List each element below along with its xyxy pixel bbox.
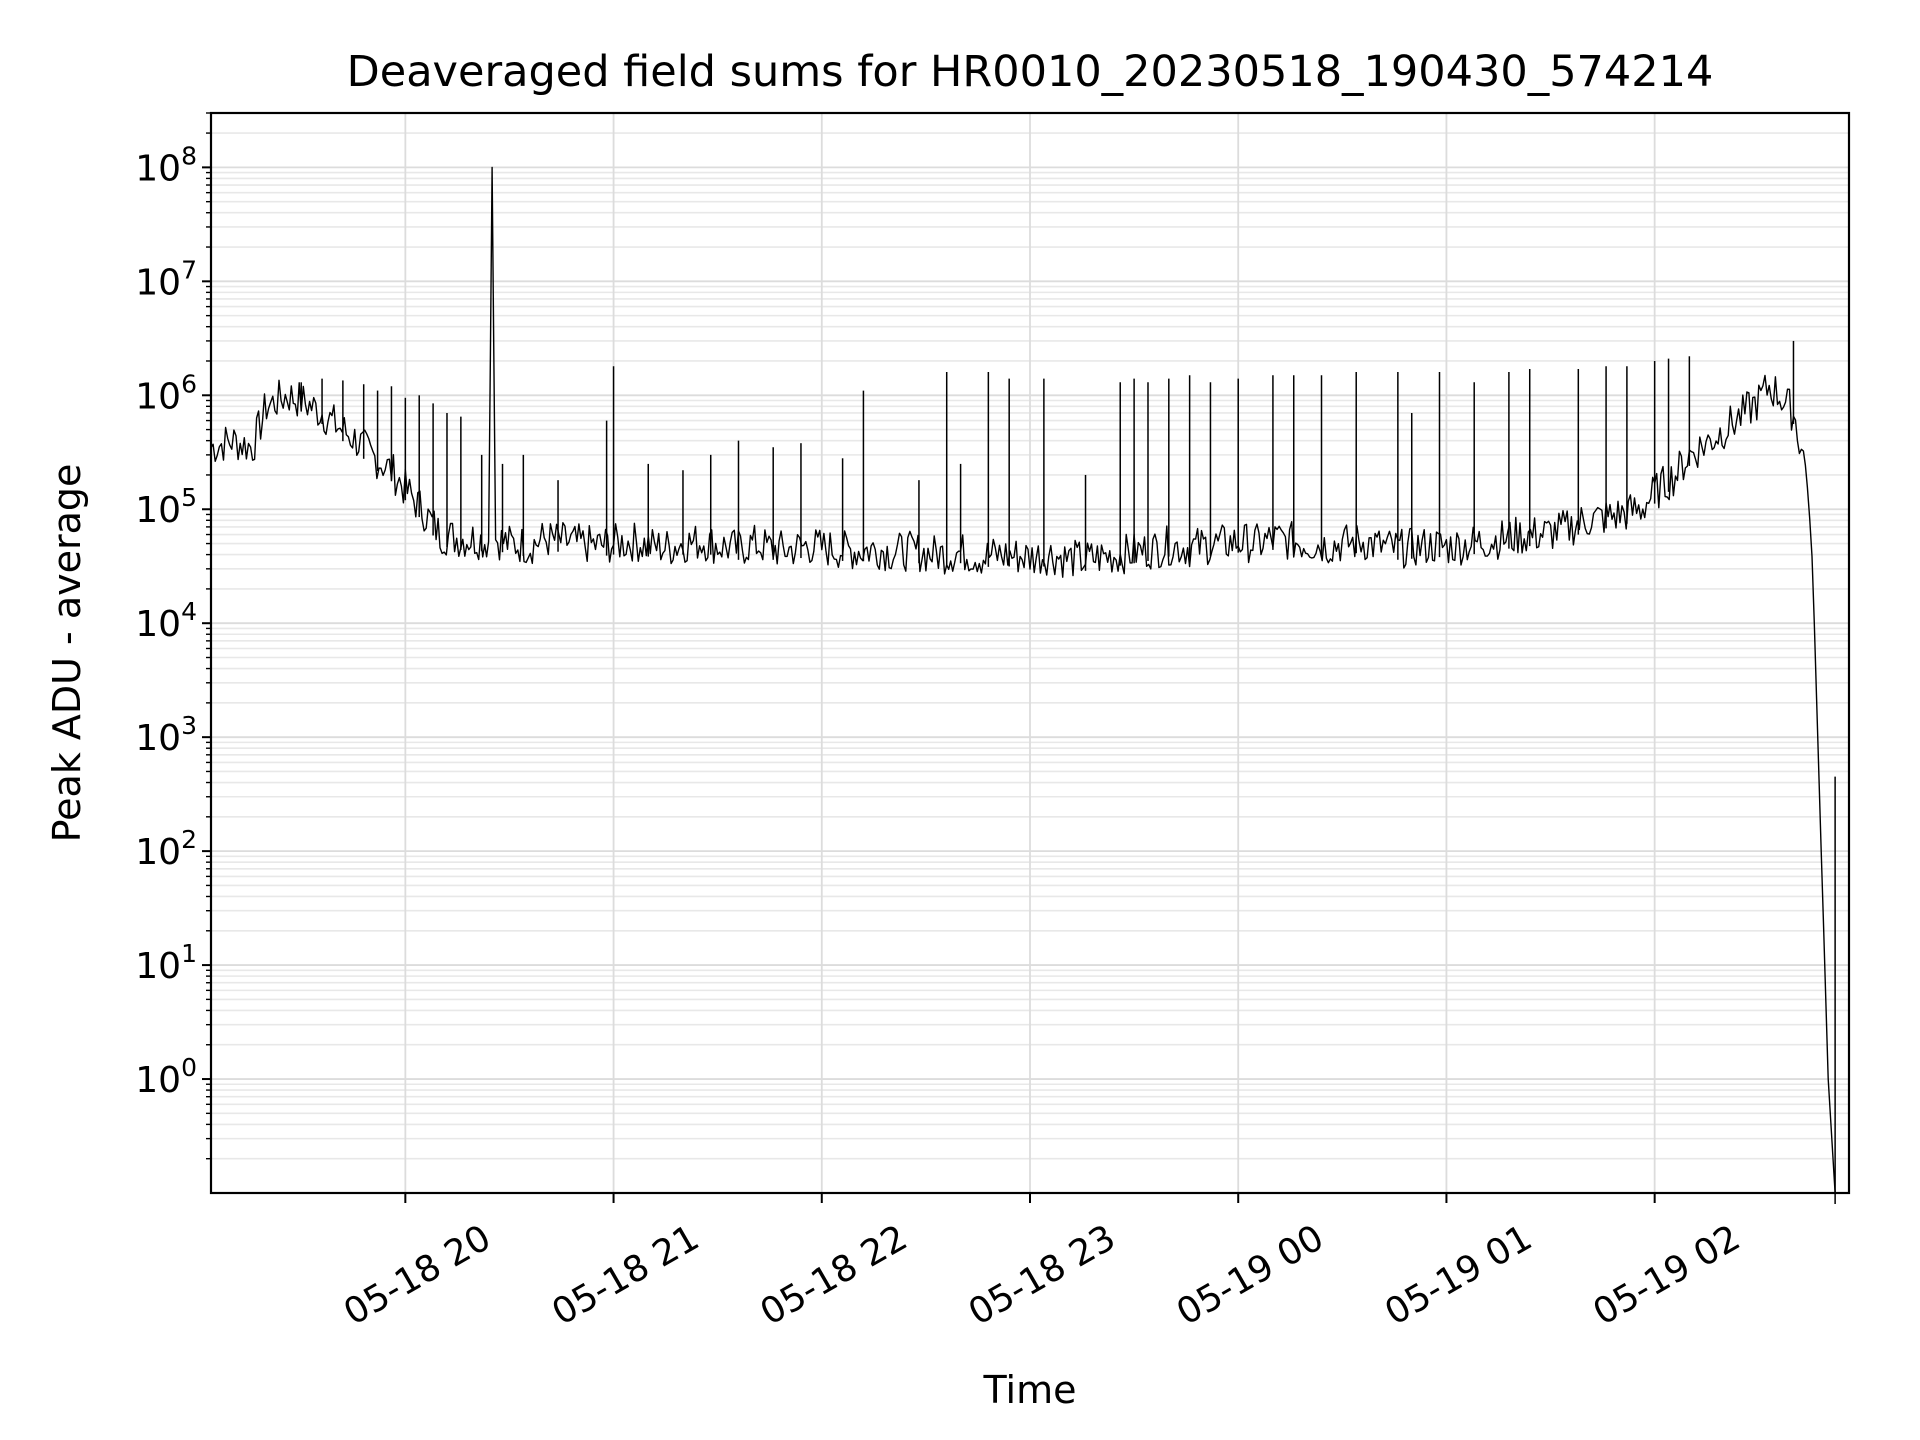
y-tick-exponent: 2 — [181, 825, 197, 854]
y-tick-label: 101 — [135, 939, 197, 987]
y-axis-label: Peak ADU - average — [45, 464, 89, 843]
y-tick-base: 10 — [135, 376, 181, 417]
y-tick-exponent: 3 — [181, 711, 197, 740]
y-tick-base: 10 — [135, 718, 181, 759]
y-tick-base: 10 — [135, 490, 181, 531]
y-tick-base: 10 — [135, 604, 181, 645]
data-series — [210, 166, 1846, 1205]
y-tick-label: 103 — [135, 711, 197, 759]
chart-title: Deaveraged field sums for HR0010_2023051… — [347, 47, 1714, 97]
y-tick-label: 100 — [135, 1053, 197, 1101]
y-tick-label: 104 — [135, 597, 197, 645]
y-tick-base: 10 — [135, 262, 181, 303]
y-tick-exponent: 6 — [181, 369, 197, 398]
y-tick-label: 102 — [135, 825, 197, 873]
series-line — [210, 166, 1846, 1194]
y-tick-exponent: 4 — [181, 597, 197, 626]
y-tick-exponent: 1 — [181, 939, 197, 968]
major-gridlines — [211, 113, 1849, 1193]
y-tick-exponent: 7 — [181, 255, 197, 284]
y-tick-exponent: 0 — [181, 1053, 197, 1082]
y-tick-base: 10 — [135, 1060, 181, 1101]
y-tick-base: 10 — [135, 946, 181, 987]
y-tick-label: 107 — [135, 255, 197, 303]
y-tick-label: 106 — [135, 369, 197, 417]
y-tick-base: 10 — [135, 832, 181, 873]
y-tick-label: 108 — [135, 141, 197, 189]
x-axis-label: Time — [983, 1368, 1077, 1412]
y-tick-exponent: 5 — [181, 483, 197, 512]
y-tick-base: 10 — [135, 148, 181, 189]
y-tick-exponent: 8 — [181, 141, 197, 170]
y-tick-label: 105 — [135, 483, 197, 531]
